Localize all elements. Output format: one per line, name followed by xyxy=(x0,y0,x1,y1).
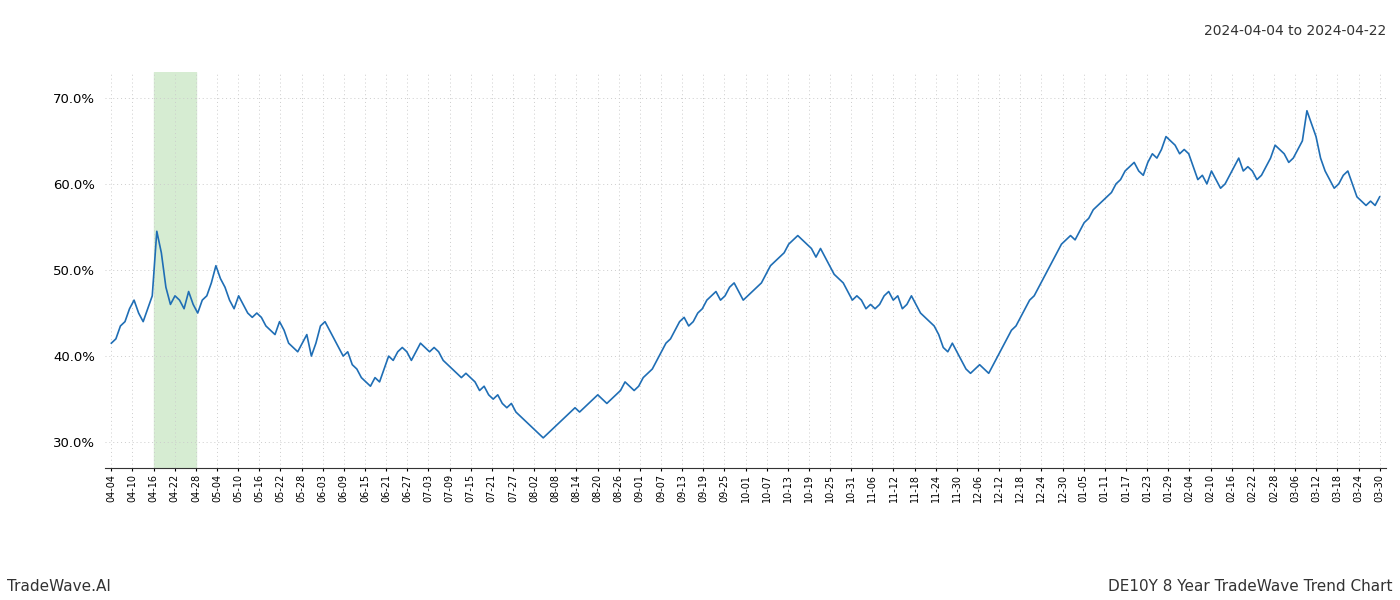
Text: TradeWave.AI: TradeWave.AI xyxy=(7,579,111,594)
Text: 2024-04-04 to 2024-04-22: 2024-04-04 to 2024-04-22 xyxy=(1204,24,1386,38)
Text: DE10Y 8 Year TradeWave Trend Chart: DE10Y 8 Year TradeWave Trend Chart xyxy=(1109,579,1393,594)
Bar xyxy=(154,72,196,468)
